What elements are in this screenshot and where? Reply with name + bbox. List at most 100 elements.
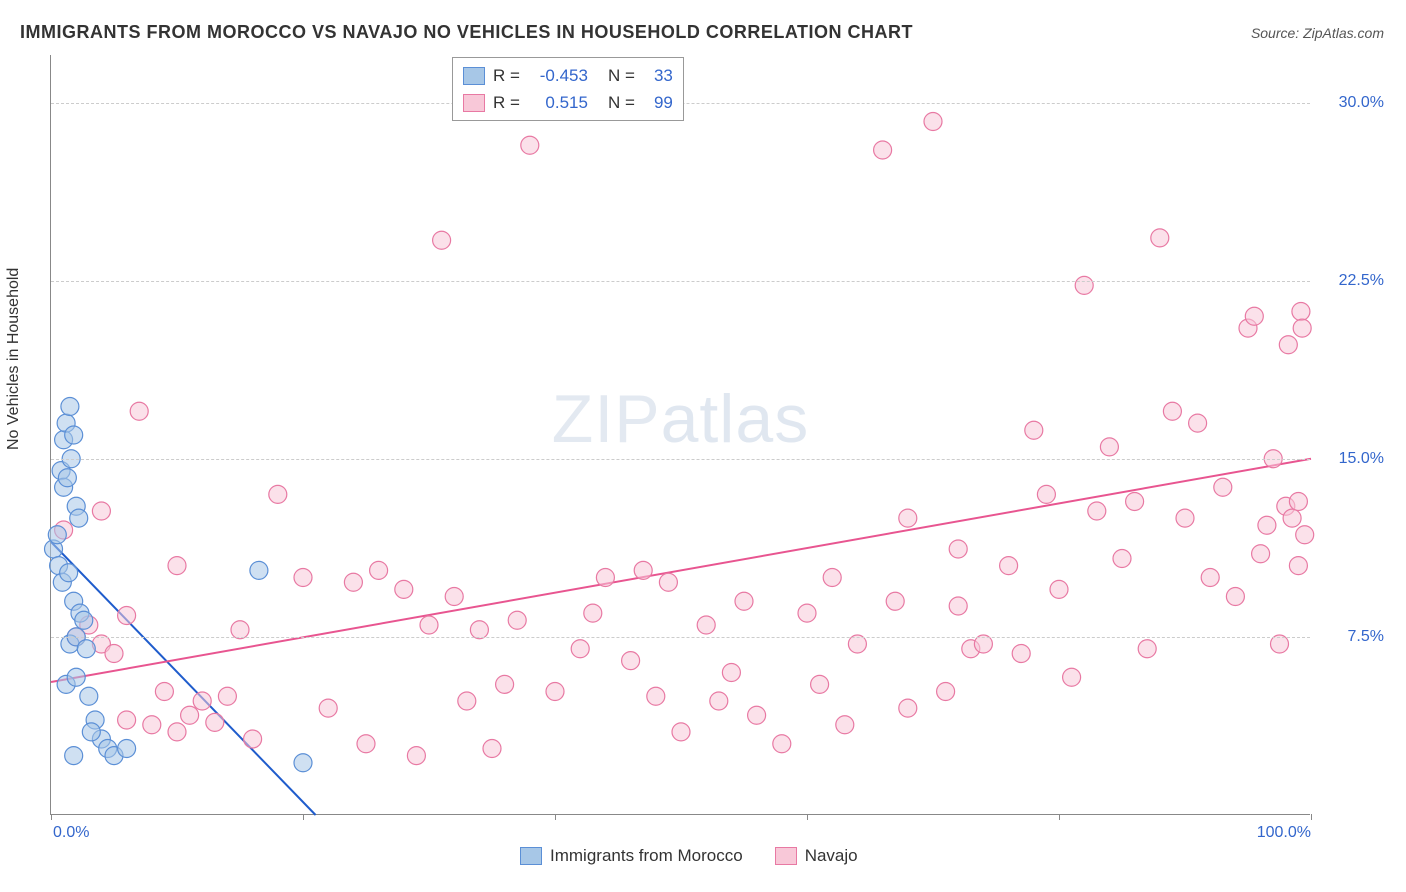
data-point: [155, 683, 173, 701]
data-point: [874, 141, 892, 159]
data-point: [1100, 438, 1118, 456]
data-point: [1289, 493, 1307, 511]
data-point: [206, 713, 224, 731]
data-point: [924, 113, 942, 131]
legend-label: Navajo: [805, 846, 858, 866]
legend-r-label: R =: [493, 89, 520, 116]
data-point: [1075, 276, 1093, 294]
data-point: [1063, 668, 1081, 686]
y-tick-label: 30.0%: [1314, 94, 1384, 112]
data-point: [65, 426, 83, 444]
data-point: [710, 692, 728, 710]
correlation-legend: R =-0.453N =33R = 0.515 N = 99: [452, 57, 684, 121]
data-point: [722, 664, 740, 682]
data-point: [1201, 569, 1219, 587]
data-point: [823, 569, 841, 587]
data-point: [433, 231, 451, 249]
data-point: [105, 645, 123, 663]
data-point: [1214, 478, 1232, 496]
data-point: [634, 561, 652, 579]
x-tick: [1311, 814, 1312, 820]
data-point: [1245, 307, 1263, 325]
data-point: [672, 723, 690, 741]
data-point: [319, 699, 337, 717]
data-point: [130, 402, 148, 420]
y-tick-label: 7.5%: [1314, 628, 1384, 646]
data-point: [697, 616, 715, 634]
data-point: [168, 557, 186, 575]
data-point: [370, 561, 388, 579]
data-point: [1283, 509, 1301, 527]
legend-n-value: 99: [643, 89, 673, 116]
data-point: [1037, 485, 1055, 503]
data-point: [1226, 588, 1244, 606]
data-point: [622, 652, 640, 670]
legend-n-value: 33: [643, 62, 673, 89]
x-tick: [51, 814, 52, 820]
data-point: [596, 569, 614, 587]
data-point: [294, 754, 312, 772]
data-point: [445, 588, 463, 606]
data-point: [218, 687, 236, 705]
data-point: [1113, 550, 1131, 568]
legend-r-value: 0.515: [528, 89, 588, 116]
data-point: [647, 687, 665, 705]
data-point: [420, 616, 438, 634]
legend-row: R =-0.453N =33: [463, 62, 673, 89]
data-point: [458, 692, 476, 710]
data-point: [1252, 545, 1270, 563]
data-point: [1279, 336, 1297, 354]
legend-item: Immigrants from Morocco: [520, 846, 743, 866]
data-point: [735, 592, 753, 610]
data-point: [193, 692, 211, 710]
data-point: [395, 580, 413, 598]
legend-label: Immigrants from Morocco: [550, 846, 743, 866]
data-point: [60, 564, 78, 582]
data-point: [1012, 645, 1030, 663]
legend-swatch: [520, 847, 542, 865]
data-point: [571, 640, 589, 658]
data-point: [294, 569, 312, 587]
data-point: [1138, 640, 1156, 658]
data-point: [773, 735, 791, 753]
data-point: [407, 747, 425, 765]
data-point: [168, 723, 186, 741]
data-point: [584, 604, 602, 622]
data-point: [181, 706, 199, 724]
y-axis-label: No Vehicles in Household: [5, 268, 23, 450]
data-point: [811, 675, 829, 693]
data-point: [1292, 303, 1310, 321]
data-point: [82, 723, 100, 741]
gridline: [51, 459, 1310, 460]
x-tick-label: 0.0%: [53, 824, 89, 842]
gridline: [51, 281, 1310, 282]
data-point: [244, 730, 262, 748]
data-point: [937, 683, 955, 701]
legend-n-label: N =: [608, 89, 635, 116]
data-point: [70, 509, 88, 527]
data-point: [344, 573, 362, 591]
data-point: [118, 740, 136, 758]
legend-row: R = 0.515 N = 99: [463, 89, 673, 116]
data-point: [357, 735, 375, 753]
data-point: [1000, 557, 1018, 575]
data-point: [269, 485, 287, 503]
data-point: [77, 640, 95, 658]
data-point: [1050, 580, 1068, 598]
chart-title: IMMIGRANTS FROM MOROCCO VS NAVAJO NO VEH…: [20, 22, 913, 43]
chart-plot-area: ZIPatlas 7.5%15.0%22.5%30.0%0.0%100.0%: [50, 55, 1310, 815]
legend-swatch: [775, 847, 797, 865]
data-point: [886, 592, 904, 610]
data-point: [1126, 493, 1144, 511]
data-point: [80, 687, 98, 705]
data-point: [67, 668, 85, 686]
legend-swatch: [463, 94, 485, 112]
data-point: [1163, 402, 1181, 420]
gridline: [51, 637, 1310, 638]
data-point: [61, 398, 79, 416]
data-point: [899, 509, 917, 527]
data-point: [1289, 557, 1307, 575]
data-point: [748, 706, 766, 724]
legend-r-label: R =: [493, 62, 520, 89]
data-point: [659, 573, 677, 591]
